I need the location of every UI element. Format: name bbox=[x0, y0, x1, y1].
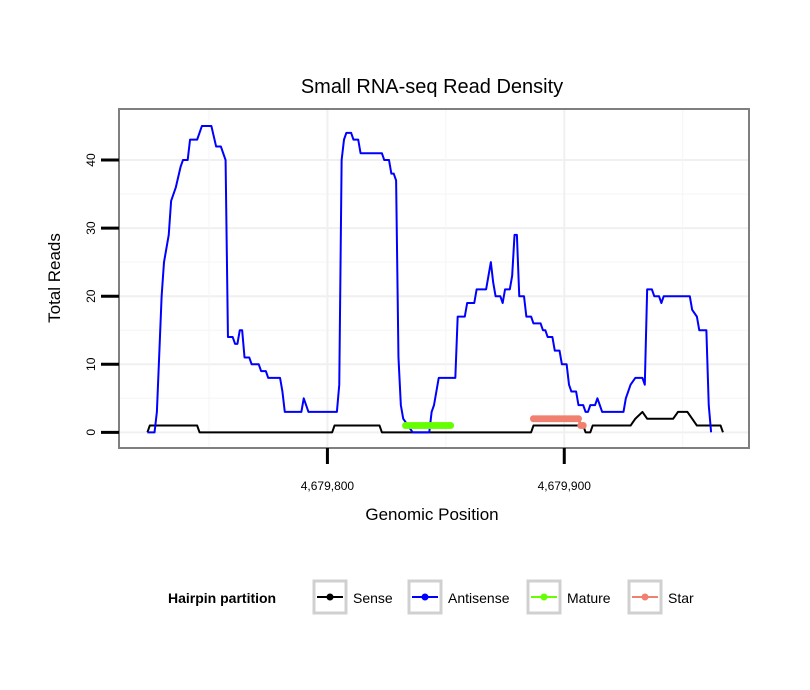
plot-panel bbox=[118, 108, 750, 449]
legend-key-point-star bbox=[641, 593, 649, 601]
data-point-star bbox=[579, 422, 587, 430]
y-axis-title: Total Reads bbox=[45, 233, 64, 323]
legend: Hairpin partition Sense Antisense Mature… bbox=[168, 579, 694, 615]
plot-border bbox=[118, 108, 750, 449]
legend-key-point-mature bbox=[540, 593, 548, 601]
plot-background bbox=[119, 109, 749, 448]
series-line-sense bbox=[146, 410, 724, 434]
x-axis: 4,679,800 4,679,900 bbox=[301, 448, 592, 493]
y-tick-label: 10 bbox=[84, 357, 98, 371]
legend-label-antisense: Antisense bbox=[448, 590, 510, 606]
series-antisense bbox=[147, 125, 713, 434]
y-tick-label: 20 bbox=[84, 289, 98, 303]
y-tick-label: 0 bbox=[84, 429, 98, 436]
y-tick-label: 40 bbox=[84, 153, 98, 167]
legend-key-point-sense bbox=[326, 593, 334, 601]
x-tick-label: 4,679,900 bbox=[538, 479, 592, 493]
chart-title: Small RNA-seq Read Density bbox=[301, 76, 563, 98]
x-axis-title: Genomic Position bbox=[365, 505, 498, 524]
series-layer bbox=[146, 125, 724, 434]
legend-item-mature: Mature bbox=[526, 579, 611, 615]
series-star bbox=[529, 415, 587, 430]
legend-title: Hairpin partition bbox=[168, 590, 276, 606]
legend-item-star: Star bbox=[627, 579, 694, 615]
grid-lines bbox=[119, 109, 749, 448]
series-mature bbox=[402, 422, 455, 430]
series-line-antisense bbox=[147, 125, 713, 434]
legend-item-antisense: Antisense bbox=[407, 579, 510, 615]
legend-label-star: Star bbox=[668, 590, 694, 606]
y-tick-label: 30 bbox=[84, 221, 98, 235]
legend-label-sense: Sense bbox=[353, 590, 393, 606]
legend-label-mature: Mature bbox=[567, 590, 611, 606]
series-sense bbox=[146, 410, 724, 434]
legend-key-point-antisense bbox=[421, 593, 429, 601]
data-point-mature bbox=[447, 422, 455, 430]
legend-item-sense: Sense bbox=[312, 579, 393, 615]
data-point-star bbox=[574, 415, 582, 423]
x-tick-label: 4,679,800 bbox=[301, 479, 355, 493]
y-axis: 0 10 20 30 40 bbox=[84, 153, 119, 436]
